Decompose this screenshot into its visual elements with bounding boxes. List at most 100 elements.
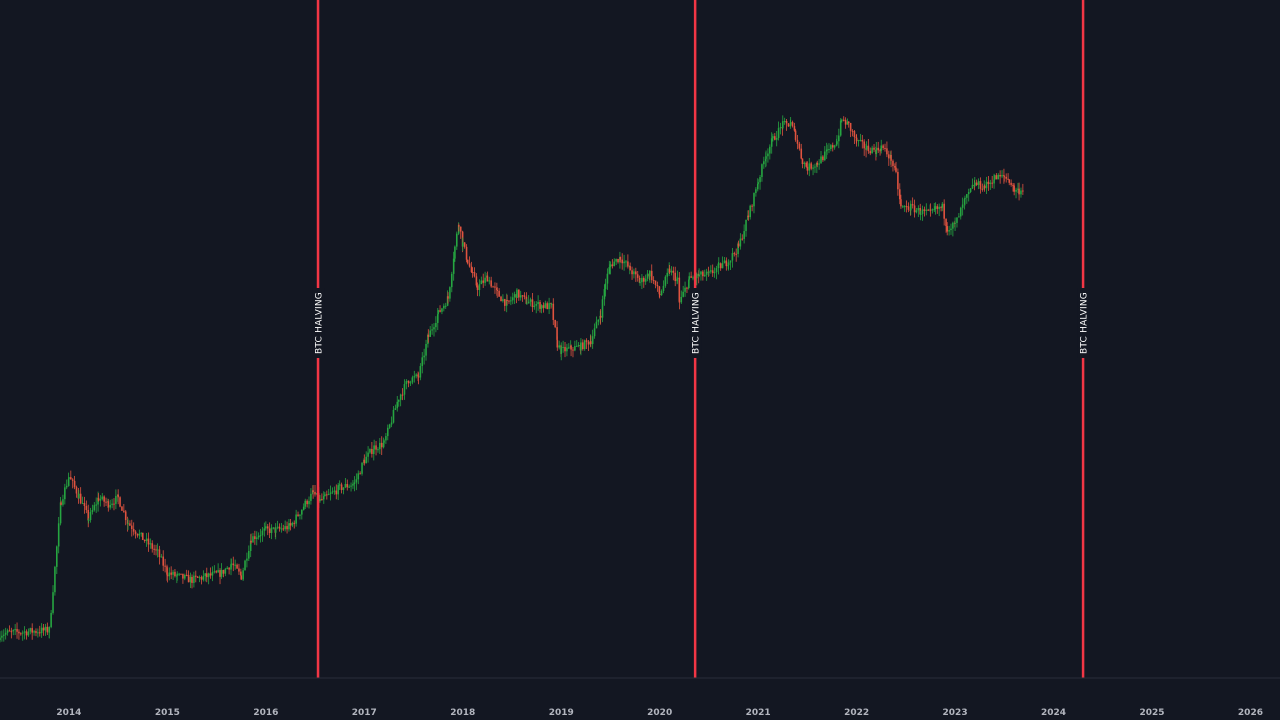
candle-body	[1020, 190, 1022, 195]
candle	[357, 470, 360, 485]
candle	[800, 143, 803, 160]
candle	[842, 116, 845, 122]
candle-body	[909, 204, 912, 211]
candle	[575, 340, 578, 347]
candle-body	[42, 627, 45, 631]
candle-body	[46, 626, 49, 633]
candle-body	[662, 285, 665, 291]
candle	[831, 142, 834, 152]
candle-body	[458, 225, 460, 227]
candle-body	[882, 145, 884, 149]
candle	[966, 193, 968, 204]
candle-body	[894, 166, 896, 168]
candle-body	[321, 498, 323, 500]
candle	[934, 202, 937, 215]
candle	[894, 163, 896, 171]
candle	[87, 504, 90, 528]
candle-body	[348, 486, 350, 488]
candle	[531, 292, 534, 312]
candle-body	[242, 570, 244, 580]
candle-body	[413, 376, 416, 378]
halving-annotations: BTC HALVING BTC HALVING BTC HALVING	[312, 0, 1090, 678]
candle-body	[207, 573, 210, 578]
candle	[209, 567, 212, 579]
candle	[502, 294, 504, 303]
x-axis[interactable]: 2014 2015 2016 2017 2018 2019 2020 2021 2022 2023…	[56, 708, 1263, 718]
candle	[879, 148, 881, 156]
candle	[145, 533, 148, 547]
candle	[151, 540, 154, 553]
candle-body	[1008, 179, 1011, 183]
candle	[686, 286, 688, 293]
candle-body	[265, 526, 267, 529]
candle	[824, 146, 826, 162]
candle	[452, 251, 455, 281]
candle-body	[369, 448, 371, 453]
candle	[40, 623, 43, 638]
candle-body	[863, 141, 865, 149]
candle-body	[415, 374, 417, 377]
candle	[425, 339, 427, 361]
candle-body	[276, 526, 279, 528]
candle-body	[492, 286, 494, 288]
candle	[207, 572, 210, 585]
candle-body	[940, 206, 942, 208]
candle-body	[731, 253, 734, 261]
candle-body	[688, 276, 691, 280]
candle-body	[775, 137, 778, 140]
candle-body	[473, 272, 476, 277]
candle-body	[703, 274, 706, 277]
candle	[554, 319, 556, 329]
candle	[158, 545, 161, 565]
candle	[888, 150, 890, 166]
candle	[572, 346, 574, 358]
x-tick-label: 2017	[352, 708, 377, 718]
candle-body	[35, 631, 37, 633]
candle	[226, 566, 229, 570]
candle-body	[518, 289, 520, 298]
candle	[134, 530, 137, 539]
candle-body	[552, 303, 555, 320]
candle-body	[672, 270, 675, 273]
candle	[454, 245, 456, 262]
candle-body	[715, 268, 718, 273]
candle-body	[230, 563, 233, 565]
candle-body	[95, 504, 97, 506]
candle-body	[431, 329, 433, 331]
candle-body	[187, 574, 190, 583]
candle	[629, 262, 631, 271]
halving-label: BTC HALVING	[315, 292, 325, 354]
candle	[757, 179, 759, 186]
candle	[156, 543, 159, 558]
candle-body	[531, 299, 534, 308]
candle	[566, 343, 568, 357]
candle-body	[941, 203, 944, 208]
candle	[839, 118, 842, 137]
candle-body	[463, 242, 466, 247]
halving-marker: BTC HALVING	[1077, 0, 1090, 678]
candle-body	[291, 522, 294, 526]
candle-body	[806, 166, 809, 171]
candle	[331, 487, 334, 495]
candle	[577, 342, 580, 348]
candle	[529, 297, 532, 307]
candle-body	[727, 262, 730, 266]
candle-body	[50, 612, 52, 628]
candle	[289, 519, 292, 531]
candle	[511, 292, 514, 305]
candle-body	[818, 163, 820, 165]
candle	[361, 462, 363, 476]
candle	[747, 210, 750, 221]
candle-body	[739, 238, 742, 247]
candle	[458, 223, 460, 232]
candle-body	[83, 503, 86, 506]
candle	[449, 286, 451, 302]
candle	[278, 523, 281, 532]
candle	[558, 340, 560, 350]
candle-body	[656, 284, 659, 287]
candle-body	[392, 409, 395, 423]
candle	[1003, 175, 1006, 182]
candle-body	[129, 523, 131, 526]
candle-body	[14, 629, 16, 631]
